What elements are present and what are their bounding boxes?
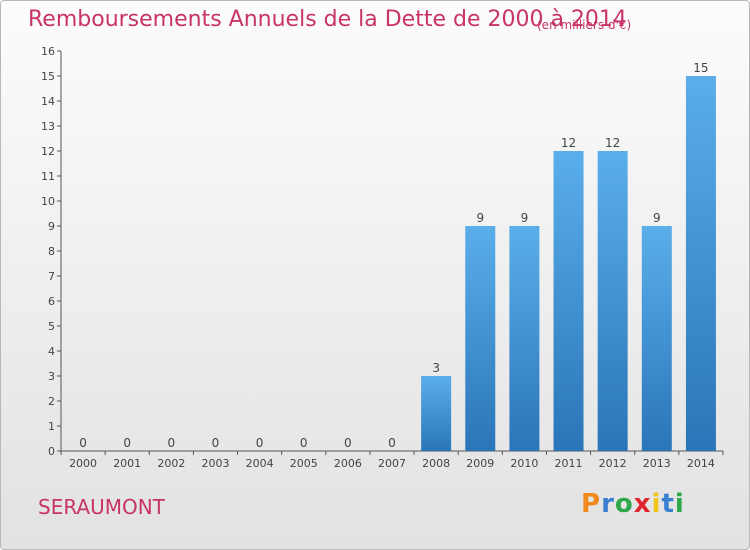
x-tick-label: 2004: [246, 457, 274, 470]
logo-letter: o: [614, 489, 634, 519]
logo-letter: P: [581, 489, 602, 519]
y-tick-label: 0: [48, 445, 55, 458]
commune-name: SERAUMONT: [38, 495, 165, 519]
data-label: 0: [344, 436, 352, 450]
bar: [421, 376, 452, 451]
data-label: 0: [123, 436, 131, 450]
data-label: 15: [693, 61, 708, 75]
x-tick-label: 2003: [201, 457, 229, 470]
x-tick-label: 2010: [510, 457, 538, 470]
data-label: 9: [476, 211, 484, 225]
bar: [509, 226, 540, 451]
data-label: 0: [79, 436, 87, 450]
x-tick-label: 2005: [290, 457, 318, 470]
y-tick-label: 14: [41, 95, 55, 108]
y-tick-label: 3: [48, 370, 55, 383]
data-label: 0: [388, 436, 396, 450]
x-tick-label: 2006: [334, 457, 362, 470]
data-label: 3: [432, 361, 440, 375]
x-tick-label: 2014: [687, 457, 715, 470]
x-tick-label: 2013: [643, 457, 671, 470]
y-tick-label: 6: [48, 295, 55, 308]
x-tick-label: 2002: [157, 457, 185, 470]
data-label: 12: [561, 136, 576, 150]
chart-title: Remboursements Annuels de la Dette de 20…: [28, 7, 627, 32]
y-tick-label: 12: [41, 145, 55, 158]
logo-letter: i: [651, 489, 662, 519]
y-tick-label: 4: [48, 345, 55, 358]
data-label: 0: [256, 436, 264, 450]
y-tick-label: 16: [41, 45, 55, 58]
x-tick-label: 2012: [599, 457, 627, 470]
data-label: 0: [212, 436, 220, 450]
data-label: 9: [521, 211, 529, 225]
y-tick-label: 11: [41, 170, 55, 183]
x-tick-label: 2001: [113, 457, 141, 470]
y-tick-label: 13: [41, 120, 55, 133]
x-tick-label: 2008: [422, 457, 450, 470]
y-tick-label: 9: [48, 220, 55, 233]
logo-letter: t: [661, 489, 675, 519]
logo-letter: i: [674, 489, 685, 519]
bar: [641, 226, 672, 451]
y-tick-label: 1: [48, 420, 55, 433]
y-tick-label: 2: [48, 395, 55, 408]
y-tick-label: 7: [48, 270, 55, 283]
data-label: 12: [605, 136, 620, 150]
bar: [597, 151, 628, 451]
bar: [685, 76, 716, 451]
x-tick-label: 2007: [378, 457, 406, 470]
data-label: 9: [653, 211, 661, 225]
y-tick-label: 15: [41, 70, 55, 83]
chart-subtitle: (en milliers d'€): [537, 18, 632, 32]
chart-bars: 0 0 0 0 0 0 0 0 3 9 9 12 12 9 15: [79, 61, 716, 451]
logo-letter: x: [633, 489, 652, 519]
y-tick-label: 8: [48, 245, 55, 258]
x-tick-label: 2011: [555, 457, 583, 470]
y-tick-label: 5: [48, 320, 55, 333]
x-tick-label: 2000: [69, 457, 97, 470]
data-label: 0: [168, 436, 176, 450]
logo-letter: r: [601, 489, 615, 519]
data-label: 0: [300, 436, 308, 450]
y-tick-label: 10: [41, 195, 55, 208]
proxiti-logo: Proxiti: [581, 489, 685, 519]
x-tick-label: 2009: [466, 457, 494, 470]
bar: [553, 151, 584, 451]
bar: [465, 226, 496, 451]
